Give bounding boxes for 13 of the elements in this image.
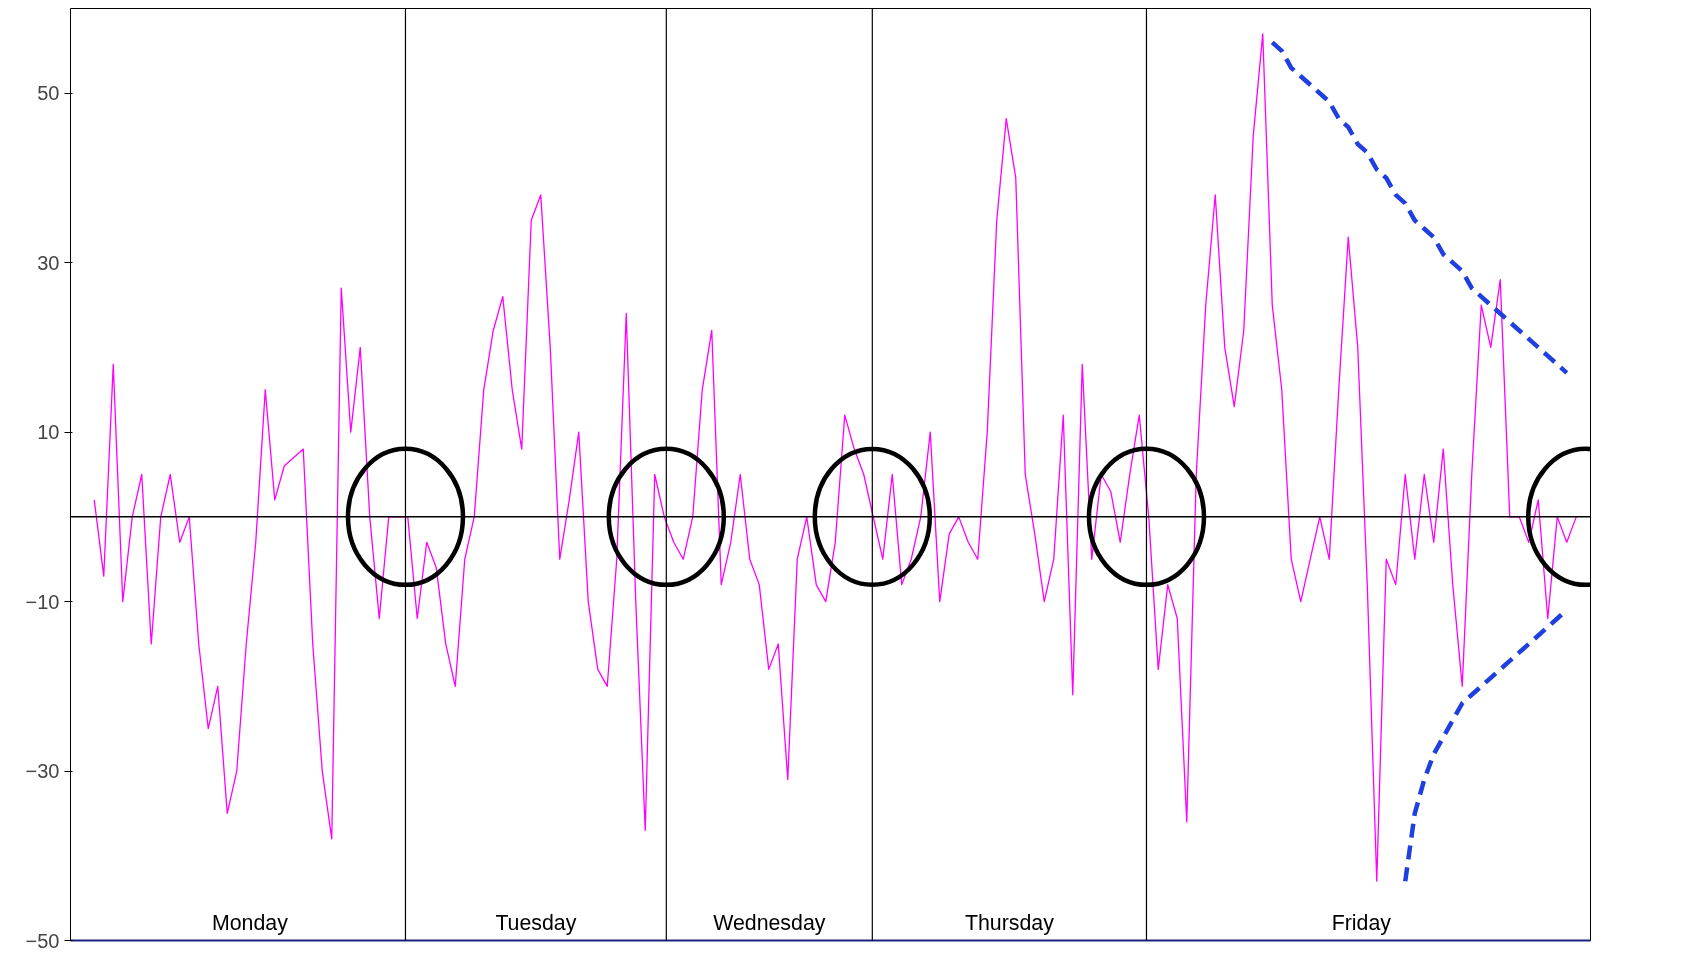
- annotation: Friday: [1331, 910, 1392, 935]
- annotation: Monday: [211, 910, 289, 935]
- y-tick-label: 10: [37, 421, 60, 444]
- line-series: [1270, 40, 1569, 376]
- y-tick-label: 30: [37, 251, 60, 274]
- annotation: Thursday: [964, 910, 1055, 935]
- y-tick-label: 50: [37, 82, 60, 105]
- y-tick-label: −30: [25, 760, 60, 783]
- line-series: [93, 33, 1577, 882]
- annotation: Wednesday: [713, 910, 826, 935]
- y-tick-label: −10: [25, 590, 60, 613]
- y-tick-label: −50: [25, 929, 60, 952]
- annotation: Tuesday: [495, 910, 577, 935]
